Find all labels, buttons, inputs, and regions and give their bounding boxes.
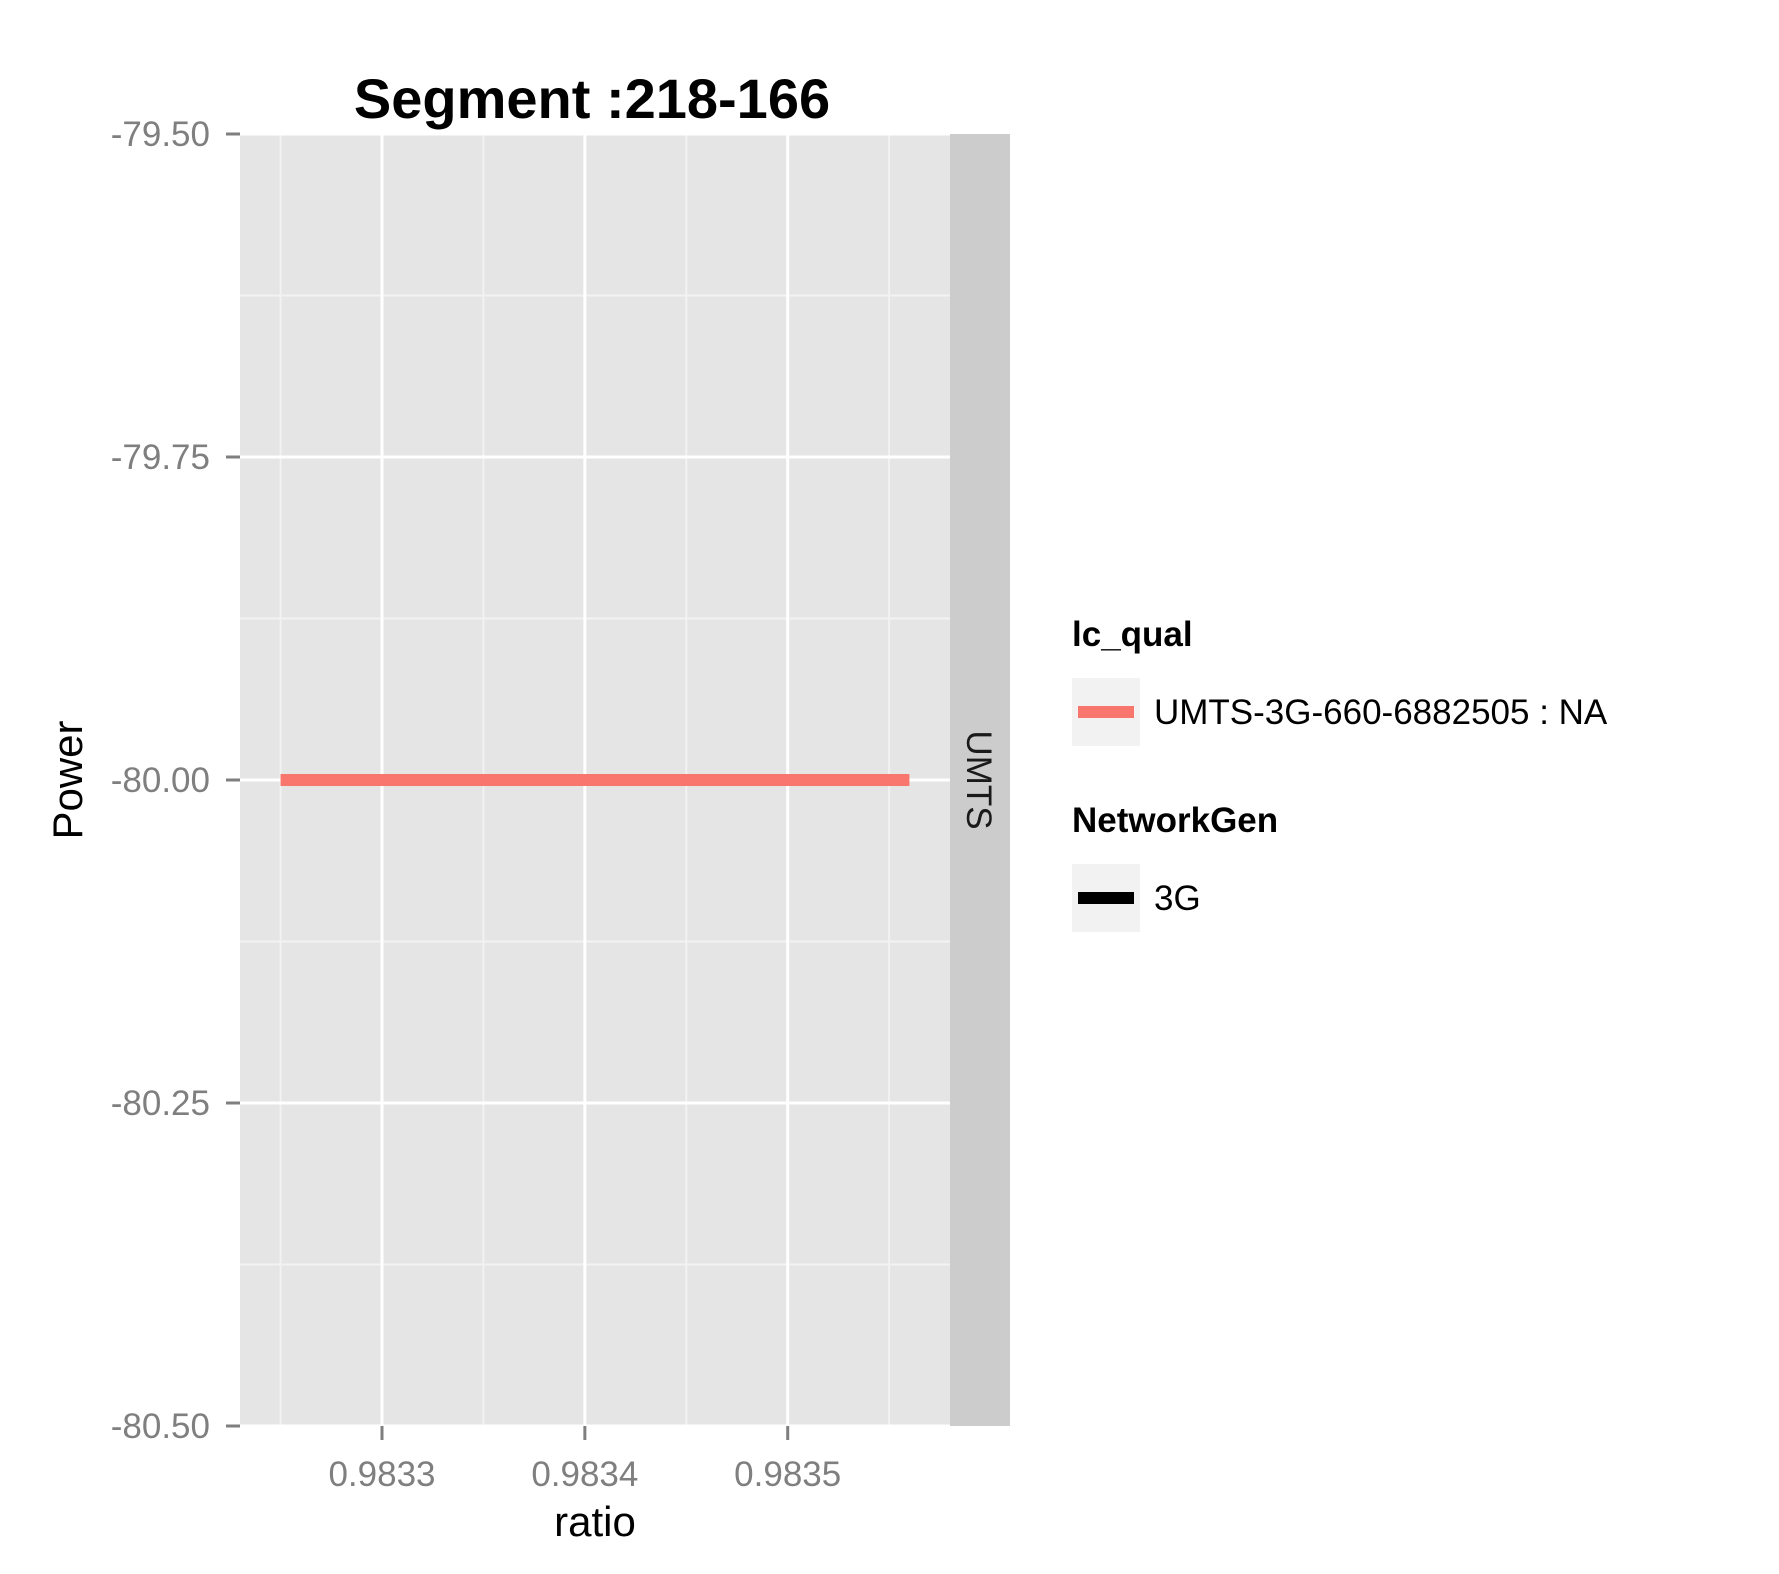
legend-title: NetworkGen xyxy=(1072,801,1278,840)
y-tick-label: -80.25 xyxy=(111,1084,210,1123)
legend-title: lc_qual xyxy=(1072,615,1193,654)
x-tick-label: 0.9834 xyxy=(531,1455,638,1494)
x-axis: 0.9833 0.9834 0.9835 xyxy=(328,1426,841,1494)
x-axis-title: ratio xyxy=(554,1498,636,1545)
x-tick-label: 0.9835 xyxy=(734,1455,841,1494)
legend: lc_qual UMTS-3G-660-6882505 : NA NetworkGe… xyxy=(1072,615,1608,932)
y-tick-label: -80.00 xyxy=(111,761,210,800)
y-axis-title: Power xyxy=(44,720,91,839)
facet-strip-label: UMTS xyxy=(959,730,998,829)
facet-strip xyxy=(950,134,1010,1426)
chart-title: Segment :218-166 xyxy=(354,67,830,130)
y-axis: -79.50 -79.75 -80.00 -80.25 -80.50 xyxy=(111,115,240,1446)
y-tick-label: -80.50 xyxy=(111,1407,210,1446)
y-tick-label: -79.50 xyxy=(111,115,210,154)
legend-entry-label: 3G xyxy=(1154,879,1201,918)
legend-entry-label: UMTS-3G-660-6882505 : NA xyxy=(1154,693,1608,732)
y-tick-label: -79.75 xyxy=(111,438,210,477)
x-tick-label: 0.9833 xyxy=(328,1455,435,1494)
